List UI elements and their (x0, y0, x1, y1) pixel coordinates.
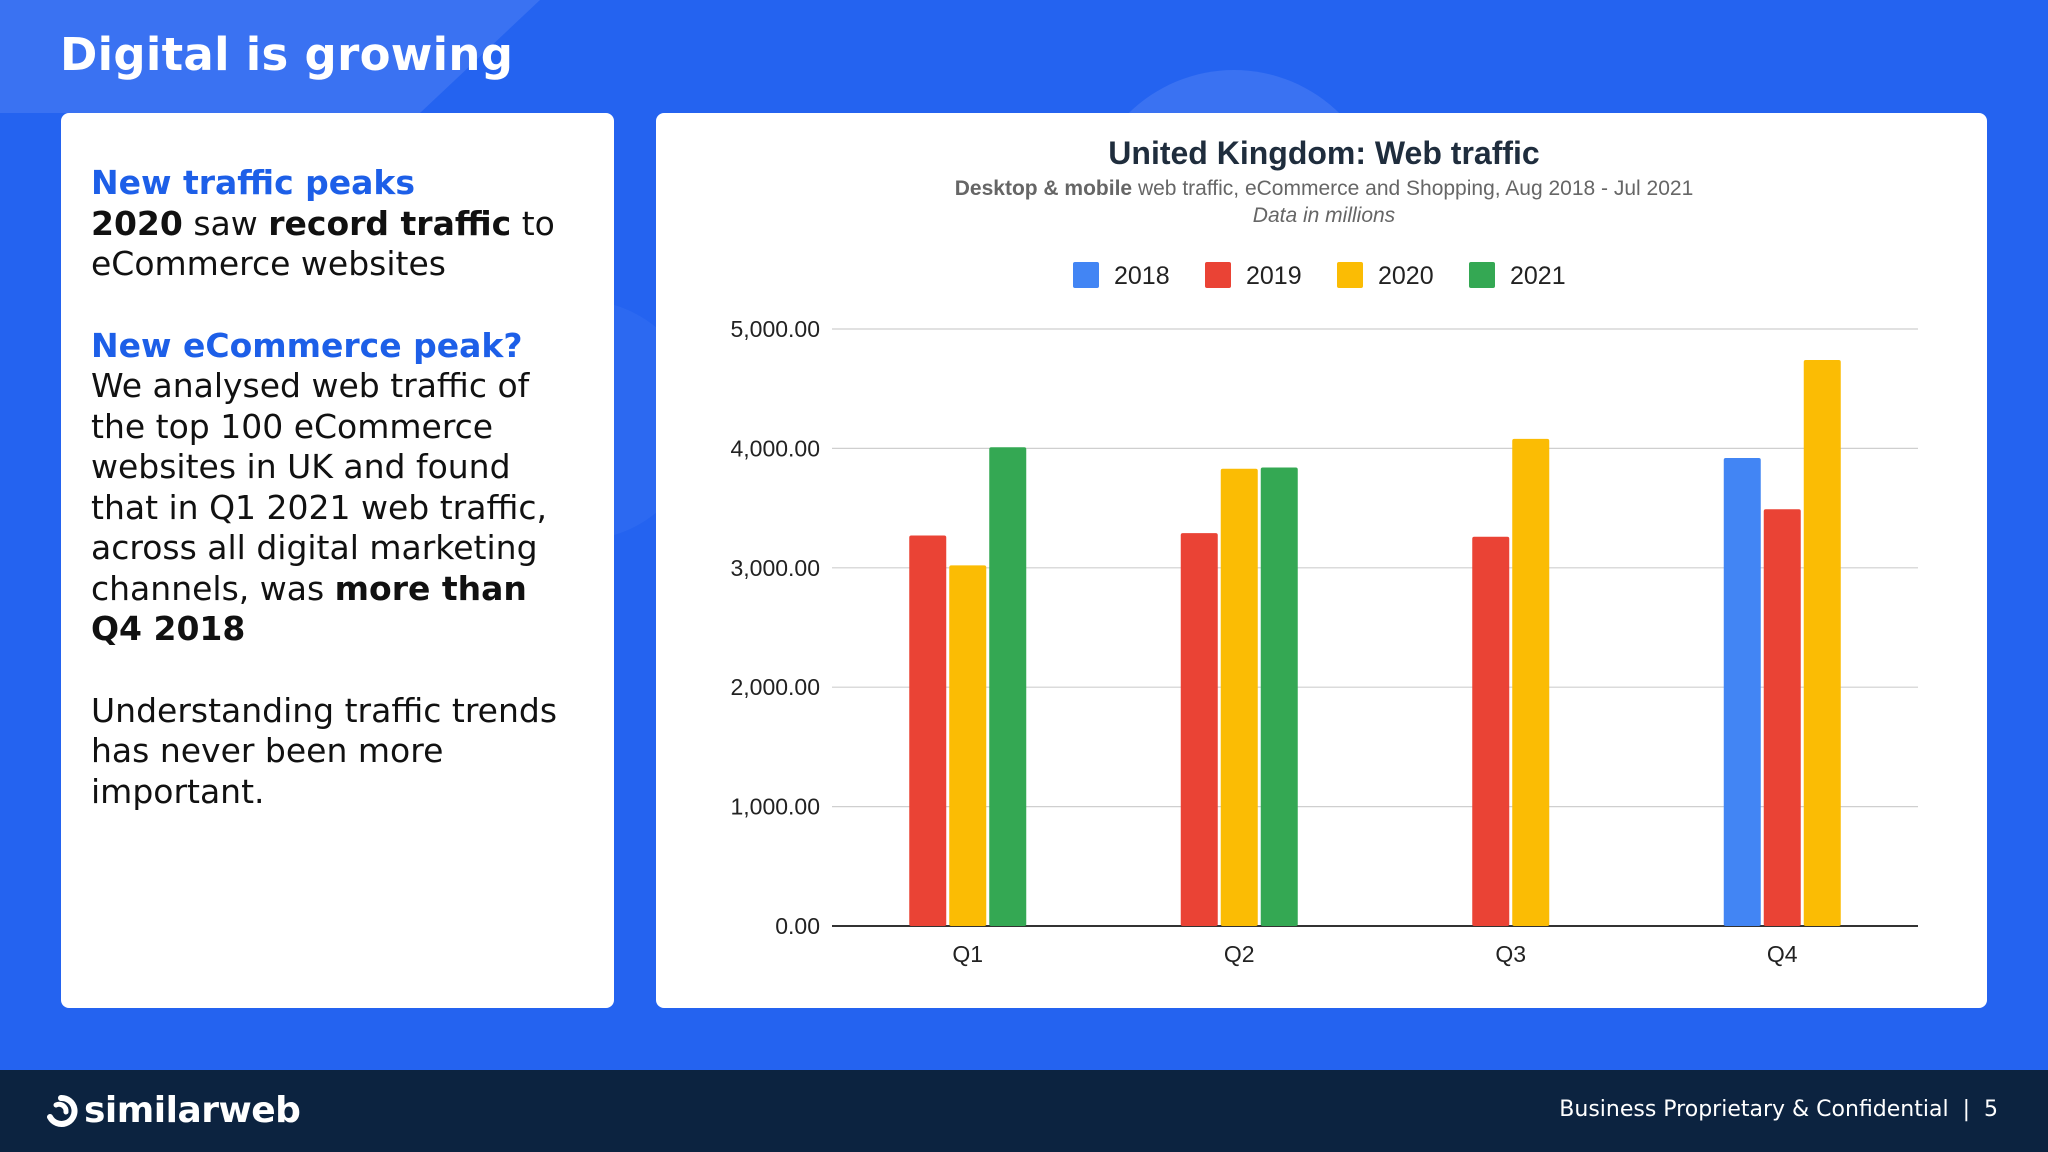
bar-q1-2021 (989, 447, 1027, 926)
bar-q4-2020 (1803, 360, 1841, 926)
chart-legend: 2018 2019 2020 2021 (1073, 262, 1566, 290)
bar-chart: United Kingdom: Web traffic Desktop & mo… (730, 135, 1918, 967)
bold-year: 2020 (91, 203, 183, 243)
y-tick-label: 1,000.00 (730, 794, 820, 820)
chart-subtitle-bold: Desktop & mobile (955, 177, 1132, 200)
legend-swatch-2019 (1205, 262, 1231, 288)
bar-q3-2020 (1512, 438, 1550, 926)
x-tick-label: Q3 (1495, 941, 1526, 967)
legend-label-2021: 2021 (1510, 262, 1566, 290)
y-tick-label: 4,000.00 (730, 435, 820, 461)
text-panel: New traffic peaks 2020 saw record traffi… (61, 113, 614, 1008)
footer: similarweb Business Proprietary & Confid… (0, 1070, 2048, 1152)
paragraph-ecommerce-peak: New eCommerce peak? We analysed web traf… (91, 325, 548, 649)
bar-q4-2018 (1723, 457, 1761, 926)
chart-x-labels: Q1 Q2 Q3 Q4 (952, 941, 1797, 967)
y-tick-label: 2,000.00 (730, 674, 820, 700)
chart-title: United Kingdom: Web traffic (1108, 135, 1539, 171)
footer-separator: | (1962, 1097, 1970, 1122)
heading-ecommerce-peak: New eCommerce peak? (91, 325, 523, 365)
bold-comparison: more than Q4 2018 (91, 568, 527, 649)
y-tick-label: 0.00 (775, 913, 820, 939)
bold-record-traffic: record traffic (268, 203, 512, 243)
legend-label-2020: 2020 (1378, 262, 1434, 290)
page-number: 5 (1984, 1097, 1998, 1122)
bar-q2-2021 (1260, 467, 1298, 926)
brand-name: similarweb (84, 1090, 301, 1131)
similarweb-logo-icon (47, 1094, 78, 1127)
chart-subtitle-rest: web traffic, eCommerce and Shopping, Aug… (1132, 177, 1693, 200)
confidential-notice: Business Proprietary & Confidential | 5 (1559, 1097, 1998, 1122)
heading-traffic-peaks: New traffic peaks (91, 163, 416, 202)
y-tick-label: 3,000.00 (730, 555, 820, 581)
brand-logo: similarweb (44, 1090, 301, 1131)
paragraph-conclusion: Understanding traffic trends has never b… (91, 690, 558, 811)
bar-q2-2019 (1180, 533, 1218, 926)
legend-swatch-2018 (1073, 262, 1099, 288)
x-tick-label: Q1 (952, 941, 983, 967)
chart-subtitle: Desktop & mobile web traffic, eCommerce … (955, 177, 1694, 200)
bar-q3-2019 (1472, 536, 1510, 926)
slide-title: Digital is growing (60, 28, 514, 81)
legend-label-2018: 2018 (1114, 262, 1170, 290)
confidential-text: Business Proprietary & Confidential (1559, 1097, 1949, 1122)
bar-q1-2020 (949, 565, 987, 926)
chart-bars (909, 360, 1841, 926)
legend-label-2019: 2019 (1246, 262, 1302, 290)
bar-q1-2019 (909, 535, 947, 926)
chart-panel: United Kingdom: Web traffic Desktop & mo… (656, 113, 1987, 1008)
x-tick-label: Q4 (1767, 941, 1798, 967)
y-tick-label: 5,000.00 (730, 316, 820, 342)
legend-swatch-2021 (1469, 262, 1495, 288)
bar-q4-2019 (1763, 509, 1801, 926)
legend-swatch-2020 (1337, 262, 1363, 288)
x-tick-label: Q2 (1224, 941, 1255, 967)
paragraph-traffic-peaks: New traffic peaks 2020 saw record traffi… (91, 163, 555, 283)
chart-note: Data in millions (1253, 204, 1396, 227)
bar-q2-2020 (1220, 468, 1258, 926)
